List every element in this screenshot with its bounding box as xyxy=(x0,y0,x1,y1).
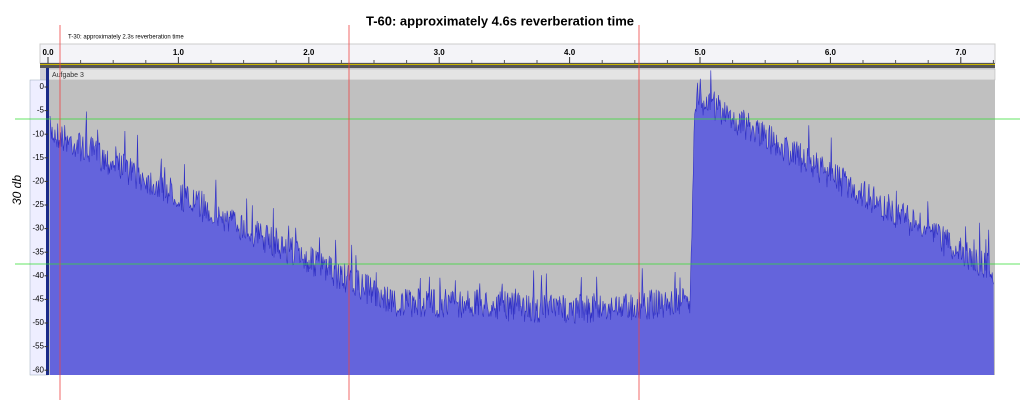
waveform xyxy=(49,70,994,376)
waveform-fill xyxy=(50,70,994,376)
title: T-60: approximately 4.6s reverberation t… xyxy=(366,13,634,28)
waveform-peaks xyxy=(49,70,994,325)
db-tick-label: -15 xyxy=(32,153,44,162)
ruler-tick-label: 4.0 xyxy=(564,48,576,57)
ticks: 0.0 1.0 2.0 3.0 4.0 5.0 6.0 7.0 0 -5 -10 -15 -20 -25 -… xyxy=(32,48,994,374)
subtitle: T-30: approximately 2.3s reverberation t… xyxy=(68,35,184,41)
ruler-tick-label: 5.0 xyxy=(694,48,706,57)
db-tick-label: -20 xyxy=(32,177,44,186)
db-tick-label: 0 xyxy=(40,82,45,91)
ruler-tick-label: 3.0 xyxy=(434,48,446,57)
db-tick-label: -40 xyxy=(32,271,44,280)
db-tick-label: -10 xyxy=(32,129,44,138)
ruler-tick-label: 2.0 xyxy=(303,48,315,57)
y-axis-label: 30 db xyxy=(10,175,24,205)
db-tick-label: -30 xyxy=(32,224,44,233)
ruler-tick-label: 0.0 xyxy=(42,48,54,57)
ruler-tick-label: 1.0 xyxy=(173,48,185,57)
db-tick-label: -50 xyxy=(32,318,44,327)
track-name: Aufgabe 3 xyxy=(52,72,84,79)
db-tick-label: -25 xyxy=(32,200,44,209)
db-tick-label: -5 xyxy=(37,106,45,115)
db-tick-label: -35 xyxy=(32,247,44,256)
db-tick-label: -60 xyxy=(32,365,44,374)
track-name-bar[interactable] xyxy=(47,68,996,81)
track-edge xyxy=(46,68,49,375)
db-tick-label: -55 xyxy=(32,342,44,351)
db-tick-label: -45 xyxy=(32,295,44,304)
ruler-divider xyxy=(40,63,995,68)
ruler-tick-label: 6.0 xyxy=(825,48,837,57)
ruler-tick-label: 7.0 xyxy=(955,48,967,57)
